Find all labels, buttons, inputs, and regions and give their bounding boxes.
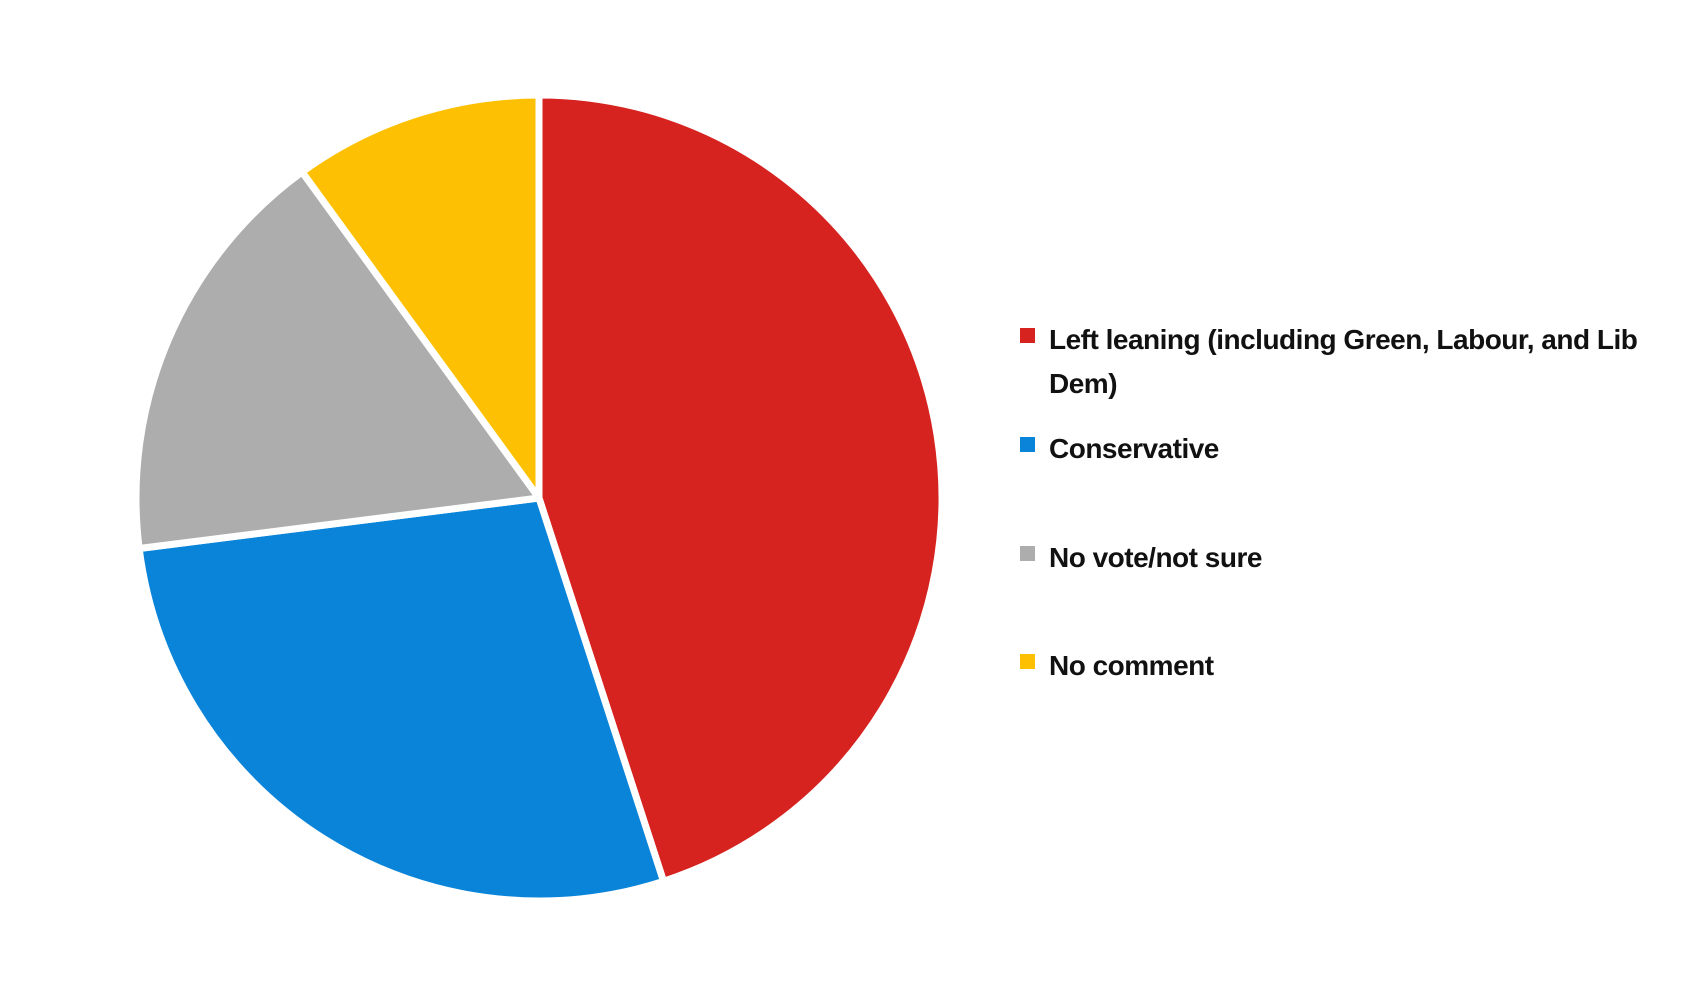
pie-slice bbox=[135, 494, 668, 905]
pie-slice bbox=[298, 91, 543, 502]
legend-item: No comment bbox=[1020, 644, 1660, 688]
legend-swatch bbox=[1020, 546, 1035, 561]
legend-label: No vote/not sure bbox=[1049, 542, 1262, 573]
legend-label: Conservative bbox=[1049, 433, 1219, 464]
pie-slice bbox=[132, 168, 543, 553]
legend-label: No comment bbox=[1049, 650, 1214, 681]
legend-label: Left leaning (including Green, Labour, a… bbox=[1049, 324, 1638, 399]
pie-slice bbox=[535, 91, 946, 885]
legend-item: Left leaning (including Green, Labour, a… bbox=[1020, 318, 1660, 406]
legend-swatch bbox=[1020, 437, 1035, 452]
legend-item: No vote/not sure bbox=[1020, 536, 1660, 580]
legend-swatch bbox=[1020, 654, 1035, 669]
legend-swatch bbox=[1020, 328, 1035, 343]
legend-item: Conservative bbox=[1020, 427, 1660, 471]
